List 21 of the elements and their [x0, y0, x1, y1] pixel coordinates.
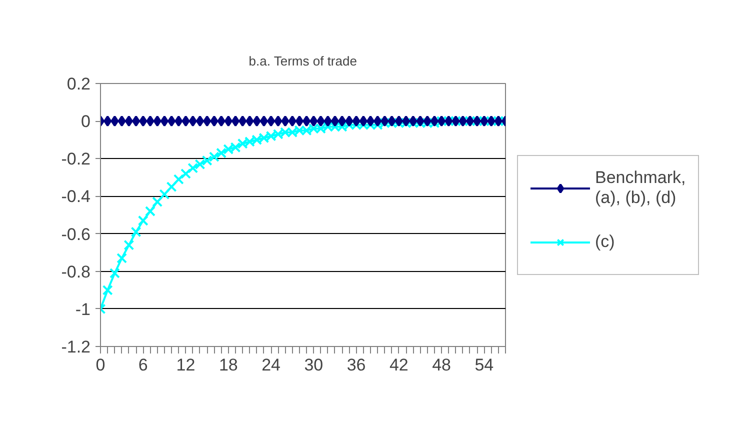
y-tick-label: 0 [81, 112, 91, 132]
x-tick-label: 0 [96, 356, 106, 374]
y-tick-label: -0.6 [61, 224, 91, 244]
y-tick-label: -0.4 [61, 187, 91, 206]
x-tick-label: 48 [432, 356, 452, 374]
x-tick-label: 36 [346, 356, 366, 374]
y-tick-label: -0.8 [61, 262, 91, 282]
x-tick-label: 42 [389, 356, 408, 374]
x-tick-label: 18 [218, 356, 238, 374]
x-tick-label: 30 [304, 356, 324, 374]
y-tick-label: 0.2 [66, 74, 91, 94]
x-tick-label: 12 [176, 356, 196, 374]
y-tick-label: -1 [75, 300, 91, 319]
y-tick-label: -1.2 [61, 338, 91, 356]
legend-label: (c) [595, 230, 615, 252]
x-tick-label: 6 [138, 356, 148, 374]
chart-title: b.a. Terms of trade [248, 54, 357, 68]
x-tick-label: 24 [262, 356, 280, 374]
y-tick-label: -0.2 [61, 150, 91, 169]
x-tick-label: 54 [474, 356, 494, 374]
legend-label: Benchmark, (a), (b), (d) [595, 168, 686, 208]
